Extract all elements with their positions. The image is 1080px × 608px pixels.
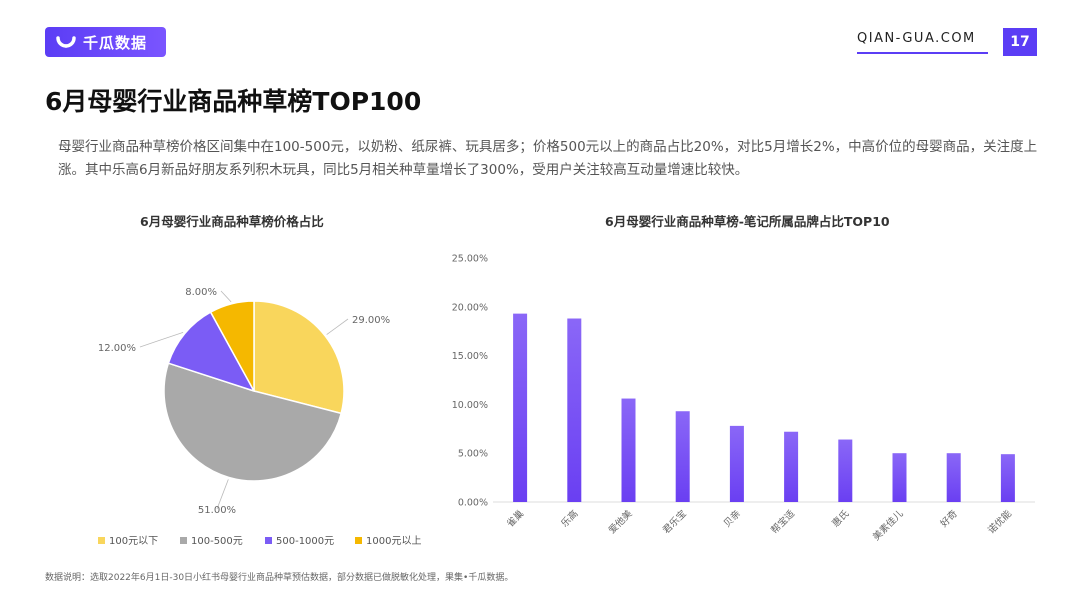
x-tick-label: 好奇 xyxy=(938,507,960,529)
bar xyxy=(1000,454,1015,502)
pie-legend-label: 500-1000元 xyxy=(276,536,334,547)
pie-slice xyxy=(163,362,343,482)
bar xyxy=(838,439,853,502)
y-tick-label: 10.00% xyxy=(452,400,488,411)
bar xyxy=(513,313,528,502)
pie-legend-item[interactable]: 100元以下 xyxy=(98,536,158,547)
bar xyxy=(784,431,799,502)
pie-chart-title: 6月母婴行业商品种草榜价格占比 xyxy=(140,214,324,229)
pie-slice xyxy=(167,311,256,393)
bar xyxy=(892,453,907,502)
brand-logo[interactable]: 千瓜数据 xyxy=(45,27,166,57)
bar xyxy=(567,318,582,502)
bar xyxy=(946,453,961,502)
pie-data-label: 12.00% xyxy=(98,343,136,354)
pie-data-label: 51.00% xyxy=(198,505,236,516)
x-tick-label: 贝亲 xyxy=(721,508,743,530)
x-tick-label: 乐高 xyxy=(558,508,580,530)
legend-swatch xyxy=(180,537,187,544)
pie-chart: 29.00% 51.00% 12.00% 8.00% 100元以下 100-500元 500… xyxy=(98,287,422,547)
legend-swatch xyxy=(265,537,272,544)
pie-legend-label: 100-500元 xyxy=(191,536,243,547)
pie-slice xyxy=(209,300,255,392)
bar-chart-title: 6月母婴行业商品种草榜-笔记所属品牌占比TOP10 xyxy=(605,214,890,229)
legend-swatch xyxy=(355,537,362,544)
pie-slice xyxy=(253,300,345,415)
pie-legend-item[interactable]: 100-500元 xyxy=(180,536,243,547)
pie-legend-item[interactable]: 1000元以上 xyxy=(355,535,421,547)
pie-leader-line xyxy=(139,331,184,348)
page-description: 母婴行业商品种草榜价格区间集中在100-500元，以奶粉、纸尿裤、玩具居多；价格… xyxy=(58,139,1038,178)
pie-leader-line xyxy=(220,290,232,303)
pie-data-label: 29.00% xyxy=(352,315,390,326)
bar-chart: 0.00% 5.00% 10.00% 15.00% 20.00% 25.00% 雀巢 乐高 爱他… xyxy=(452,254,1035,543)
y-tick-label: 0.00% xyxy=(458,498,488,509)
pie-data-label: 8.00% xyxy=(185,287,217,298)
site-underline xyxy=(857,52,988,54)
site-url[interactable]: QIAN-GUA.COM xyxy=(857,31,976,46)
y-tick-label: 15.00% xyxy=(452,351,488,362)
x-tick-label: 君乐宝 xyxy=(660,508,689,537)
page-title: 6月母婴行业商品种草榜TOP100 xyxy=(45,87,422,116)
y-tick-label: 25.00% xyxy=(452,254,488,265)
page-number: 17 xyxy=(1003,28,1037,56)
pie-leader-line xyxy=(326,318,349,335)
x-tick-label: 雀巢 xyxy=(504,507,526,529)
data-footnote: 数据说明：选取2022年6月1日-30日小红书母婴行业商品种草预估数据，部分数据… xyxy=(45,573,514,583)
pie-leader-line xyxy=(216,479,229,510)
pie-legend-label: 1000元以上 xyxy=(366,535,421,547)
y-tick-label: 20.00% xyxy=(452,302,488,313)
bar xyxy=(621,398,636,502)
logo-icon xyxy=(56,36,76,48)
brand-name: 千瓜数据 xyxy=(83,33,148,52)
x-tick-label: 惠氏 xyxy=(829,507,851,529)
pie-legend-label: 100元以下 xyxy=(109,536,158,547)
legend-swatch xyxy=(98,537,105,544)
x-tick-label: 诺优能 xyxy=(985,507,1014,536)
x-tick-label: 爱他美 xyxy=(606,507,635,536)
bar xyxy=(729,425,744,502)
bar xyxy=(675,411,690,502)
y-tick-label: 5.00% xyxy=(458,449,488,460)
pie-legend-item[interactable]: 500-1000元 xyxy=(265,536,334,547)
x-tick-label: 帮宝适 xyxy=(769,507,798,536)
x-tick-label: 美素佳儿 xyxy=(870,507,906,543)
